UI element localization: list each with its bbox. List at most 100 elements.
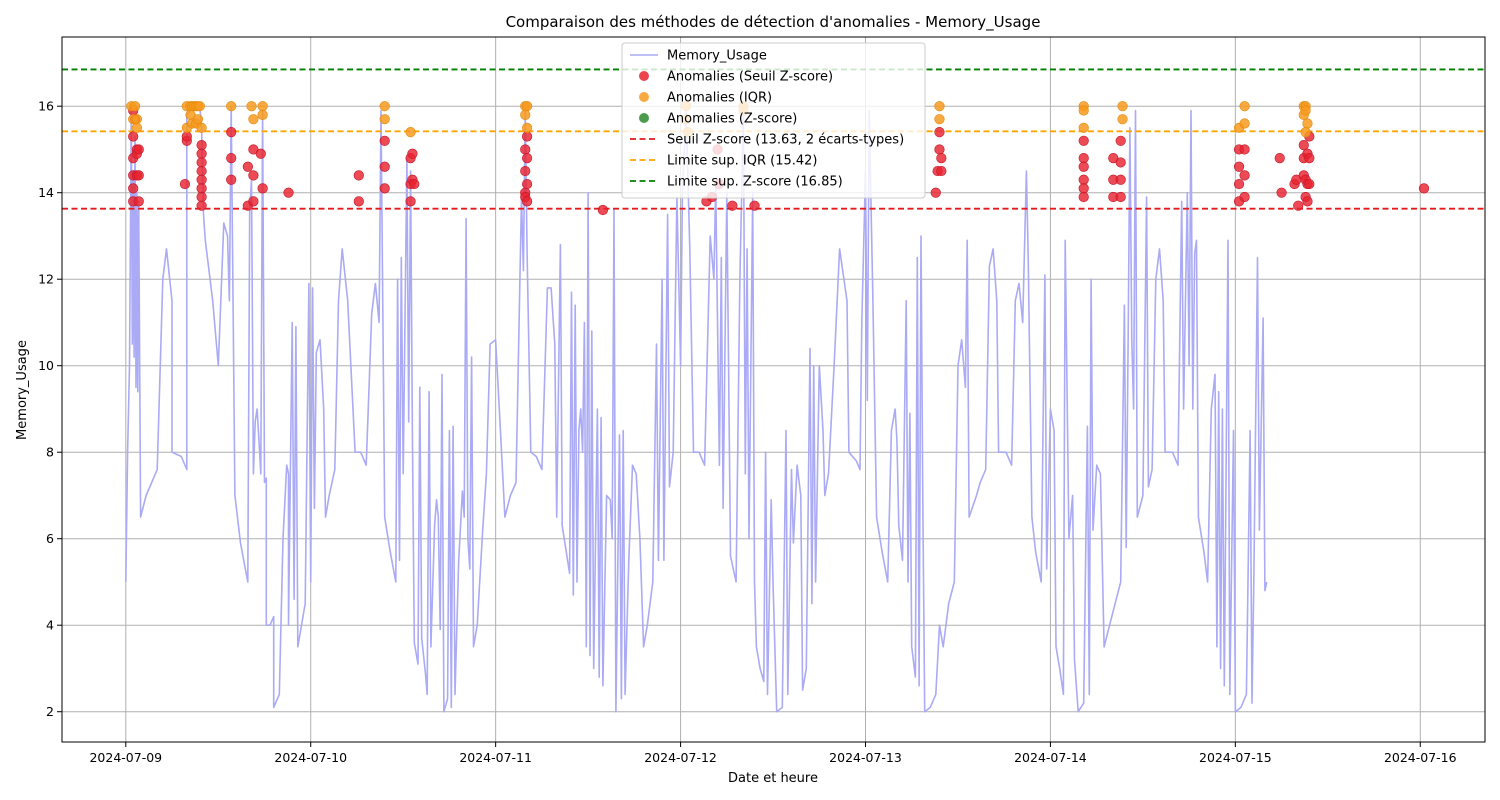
anomaly-zscore-threshold-point <box>1304 178 1315 190</box>
anomaly-zscore-threshold-point <box>1239 170 1250 181</box>
anomaly-zscore-threshold-point <box>934 127 945 138</box>
legend-label: Limite sup. IQR (15.42) <box>667 154 817 169</box>
anomaly-iqr-point <box>1300 105 1311 116</box>
anomaly-zscore-threshold-point <box>196 140 207 151</box>
anomaly-zscore-threshold-point <box>1276 187 1287 198</box>
anomaly-zscore-threshold-point <box>379 183 390 194</box>
x-tick-label: 2024-07-12 <box>644 750 717 765</box>
anomaly-zscore-threshold-point <box>1115 174 1126 185</box>
anomaly-zscore-threshold-point <box>379 161 390 172</box>
y-axis-label: Memory_Usage <box>15 340 30 440</box>
legend-item: Anomalies (IQR) <box>639 91 772 106</box>
y-tick-label: 12 <box>38 272 54 287</box>
anomaly-iqr-point <box>520 109 531 120</box>
legend-item: Anomalies (Seuil Z-score) <box>639 70 833 85</box>
anomaly-zscore-threshold-point <box>128 183 139 194</box>
y-tick-label: 10 <box>38 358 54 373</box>
anomaly-zscore-threshold-point <box>936 165 947 177</box>
anomaly-zscore-threshold-point <box>133 144 144 155</box>
anomaly-zscore-threshold-point <box>1078 135 1089 146</box>
anomaly-iqr-point <box>521 122 533 133</box>
anomaly-iqr-point <box>1239 101 1250 112</box>
x-axis-label: Date et heure <box>728 771 818 786</box>
anomaly-zscore-threshold-point <box>520 165 531 177</box>
anomaly-iqr-point <box>1300 127 1311 138</box>
anomaly-zscore-threshold-point <box>226 174 237 185</box>
anomaly-zscore-threshold-point <box>255 148 266 159</box>
legend-box <box>621 42 926 199</box>
anomaly-zscore-threshold-point <box>1233 178 1245 190</box>
anomaly-iqr-point <box>1302 118 1313 129</box>
legend-label: Limite sup. Z-score (16.85) <box>667 175 843 190</box>
anomaly-iqr-point <box>248 114 259 125</box>
y-tick-label: 8 <box>46 445 54 460</box>
x-tick-label: 2024-07-09 <box>89 750 162 765</box>
anomaly-layer <box>126 101 1430 216</box>
anomaly-zscore-threshold-point <box>1233 161 1245 172</box>
anomaly-zscore-threshold-point <box>409 178 420 190</box>
anomaly-zscore-threshold-point <box>257 183 268 194</box>
anomaly-zscore-threshold-point <box>1115 135 1126 146</box>
anomaly-iqr-point <box>379 114 390 125</box>
anomaly-zscore-threshold-point <box>1078 174 1089 185</box>
anomaly-iqr-point <box>131 122 142 133</box>
anomaly-zscore-threshold-point <box>1115 157 1126 168</box>
legend-label: Memory_Usage <box>667 49 767 64</box>
anomaly-zscore-threshold-point <box>405 196 416 207</box>
chart-title: Comparaison des méthodes de détection d'… <box>506 13 1041 32</box>
anomaly-zscore-threshold-point <box>353 196 364 207</box>
x-axis-ticks: 2024-07-09 2024-07-10 2024-07-11 2024-07-12… <box>89 742 1457 765</box>
legend-swatch <box>639 113 649 123</box>
x-tick-label: 2024-07-10 <box>274 750 347 765</box>
y-axis-ticks: 2 4 6 8 10 12 14 16 <box>38 99 62 719</box>
anomaly-zscore-threshold-point <box>353 170 364 181</box>
anomaly-zscore-threshold-point <box>196 174 207 185</box>
anomaly-zscore-threshold-point <box>1418 183 1430 194</box>
anomaly-zscore-threshold-point <box>226 153 237 164</box>
anomaly-zscore-threshold-point <box>930 187 941 198</box>
anomaly-zscore-threshold-point <box>1078 191 1089 203</box>
anomaly-zscore-threshold-point <box>1304 153 1315 164</box>
anomaly-zscore-threshold-point <box>1274 153 1285 164</box>
anomaly-zscore-threshold-point <box>196 191 207 203</box>
y-tick-label: 4 <box>46 618 54 633</box>
anomaly-zscore-threshold-point <box>196 148 207 159</box>
anomaly-iqr-point <box>226 101 237 112</box>
x-tick-label: 2024-07-13 <box>829 750 902 765</box>
anomaly-zscore-threshold-point <box>196 183 207 194</box>
anomaly-zscore-threshold-point <box>407 148 418 159</box>
anomaly-zscore-threshold-point <box>1293 200 1304 211</box>
anomaly-zscore-threshold-point <box>196 165 207 177</box>
anomaly-zscore-threshold-point <box>283 187 294 198</box>
legend-item: Limite sup. Z-score (16.85) <box>630 175 843 190</box>
legend-item: Memory_Usage <box>630 49 767 64</box>
anomaly-zscore-threshold-point <box>520 144 531 155</box>
x-tick-label: 2024-07-16 <box>1384 750 1457 765</box>
legend-swatch <box>639 92 649 102</box>
anomaly-zscore-threshold-point <box>521 131 533 142</box>
anomaly-zscore-threshold-point <box>1078 183 1089 194</box>
anomaly-zscore-threshold-point <box>1239 144 1250 155</box>
legend-label: Anomalies (Seuil Z-score) <box>667 70 833 85</box>
legend-item: Limite sup. IQR (15.42) <box>630 154 817 169</box>
memory-usage-line <box>125 105 1268 713</box>
anomaly-iqr-point <box>194 101 205 112</box>
y-tick-label: 14 <box>38 185 54 200</box>
anomaly-iqr-point <box>1078 105 1089 116</box>
anomaly-zscore-threshold-point <box>248 170 259 181</box>
anomaly-iqr-point <box>131 114 142 125</box>
legend: Memory_Usage Anomalies (Seuil Z-score) Ano… <box>621 42 926 199</box>
anomaly-zscore-threshold-point <box>133 170 144 181</box>
anomaly-zscore-threshold-point <box>379 135 390 146</box>
anomaly-iqr-point <box>257 109 268 120</box>
anomaly-iqr-point <box>1239 118 1250 129</box>
anomaly-zscore-threshold-point <box>181 131 192 142</box>
x-tick-label: 2024-07-14 <box>1014 750 1087 765</box>
anomaly-zscore-threshold-point <box>934 144 945 155</box>
anomaly-zscore-threshold-point <box>179 178 191 190</box>
anomaly-zscore-threshold-point <box>521 153 533 164</box>
anomaly-zscore-threshold-point <box>1115 191 1126 203</box>
anomaly-zscore-threshold-point <box>133 196 144 207</box>
anomaly-iqr-point <box>192 114 204 125</box>
